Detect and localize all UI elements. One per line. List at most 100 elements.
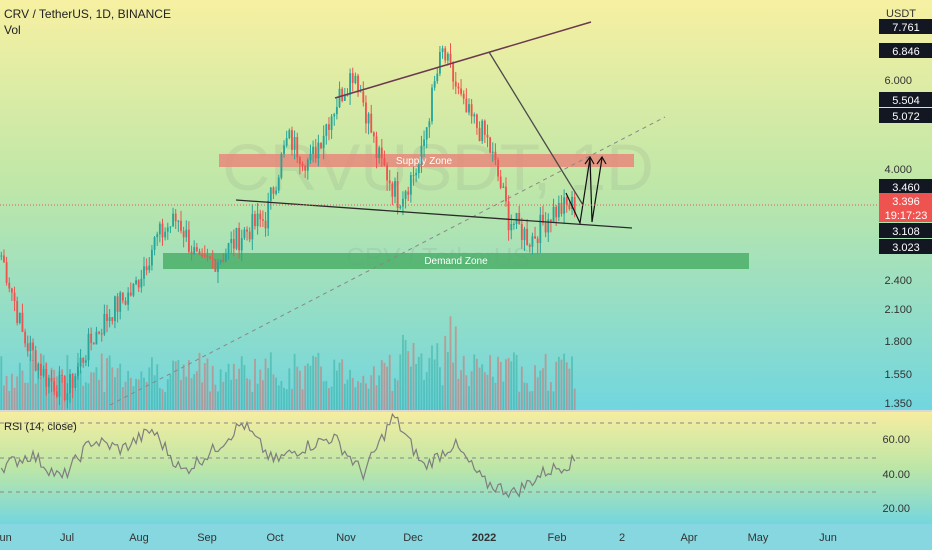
volume-bar bbox=[407, 351, 410, 410]
candle-body bbox=[235, 227, 238, 249]
volume-bar bbox=[441, 385, 444, 410]
volume-bar bbox=[433, 359, 436, 410]
neckline[interactable] bbox=[235, 199, 633, 229]
candle-body bbox=[37, 363, 40, 371]
candle-body bbox=[473, 114, 476, 117]
candle-body bbox=[283, 145, 285, 154]
volume-bar bbox=[449, 316, 452, 410]
volume-bar bbox=[520, 366, 523, 410]
volume-bar bbox=[486, 374, 489, 410]
volume-bar bbox=[140, 371, 143, 410]
candle-body bbox=[452, 62, 455, 82]
candle-body bbox=[24, 331, 27, 344]
candle-body bbox=[174, 213, 177, 222]
volume-bar bbox=[137, 379, 140, 410]
price-tick: 2.400 bbox=[884, 275, 912, 287]
candle-body bbox=[298, 157, 301, 165]
candle-body bbox=[288, 130, 291, 139]
candle-body bbox=[40, 363, 42, 376]
dashed-trend-line[interactable] bbox=[109, 116, 666, 406]
volume-bar bbox=[383, 362, 386, 410]
candle-body bbox=[195, 247, 198, 252]
candle-body bbox=[409, 175, 412, 195]
candle-body bbox=[333, 114, 336, 117]
volume-bar bbox=[544, 353, 547, 410]
volume-bar bbox=[515, 354, 518, 410]
rsi-label[interactable]: RSI (14, close) bbox=[4, 421, 77, 433]
volume-bar bbox=[198, 352, 201, 410]
volume-bar bbox=[402, 334, 404, 410]
candle-body bbox=[568, 204, 571, 209]
volume-bar bbox=[217, 391, 219, 410]
candle-body bbox=[386, 165, 389, 181]
volume-bar bbox=[132, 386, 135, 410]
candle-body bbox=[555, 206, 558, 218]
candle-body bbox=[269, 187, 272, 201]
volume-bar bbox=[386, 366, 389, 410]
candle-body bbox=[230, 239, 233, 244]
candle-body bbox=[557, 203, 560, 218]
candle-body bbox=[248, 231, 251, 240]
volume-bar bbox=[412, 342, 415, 410]
candle-body bbox=[177, 220, 180, 222]
candle-body bbox=[457, 86, 460, 89]
candle-body bbox=[320, 142, 322, 149]
descending-trend-line[interactable] bbox=[488, 51, 584, 206]
price-axis[interactable]: USDT 6.000 4.000 2.400 2.100 1.800 1.550… bbox=[884, 8, 916, 410]
candle-body bbox=[132, 283, 135, 296]
symbol-title[interactable]: CRV / TetherUS, 1D, BINANCE bbox=[4, 7, 171, 21]
volume-bar bbox=[211, 365, 214, 410]
volume-bar bbox=[232, 363, 235, 410]
candle-body bbox=[391, 183, 394, 197]
candle-body bbox=[116, 296, 119, 312]
volume-bar bbox=[259, 369, 262, 410]
candle-body bbox=[325, 124, 328, 136]
upper-trend-line[interactable] bbox=[334, 21, 592, 99]
time-axis[interactable]: Jun Jul Aug Sep Oct Nov Dec 2022 Feb 2 A… bbox=[0, 532, 837, 544]
volume-bar bbox=[193, 374, 196, 410]
volume-bar bbox=[338, 362, 341, 410]
candle-body bbox=[328, 124, 330, 130]
volume-bar bbox=[497, 356, 499, 410]
volume-bar bbox=[298, 370, 301, 410]
volume-bar bbox=[111, 367, 114, 410]
volume-bar bbox=[528, 391, 531, 410]
volume-bar bbox=[547, 390, 550, 410]
volume-bar bbox=[475, 358, 478, 410]
supply-zone[interactable] bbox=[219, 154, 634, 167]
candle-body bbox=[370, 113, 373, 133]
volume-bar bbox=[354, 387, 357, 410]
candle-body bbox=[291, 130, 293, 150]
price-badge bbox=[879, 92, 932, 107]
volume-bar bbox=[309, 365, 312, 410]
candle-body bbox=[439, 51, 441, 74]
volume-bar bbox=[82, 385, 85, 410]
rsi-axis[interactable]: 60.00 40.00 20.00 bbox=[882, 434, 910, 515]
candle-body bbox=[55, 391, 58, 397]
volume-label[interactable]: Vol bbox=[4, 23, 21, 37]
volume-bar bbox=[156, 364, 159, 410]
volume-bar bbox=[423, 379, 425, 410]
pane-separator[interactable] bbox=[0, 410, 932, 412]
rsi-tick: 20.00 bbox=[882, 503, 910, 515]
candle-body bbox=[243, 229, 246, 239]
candle-body bbox=[66, 393, 69, 401]
volume-bar bbox=[457, 379, 460, 410]
candle-body bbox=[209, 256, 211, 259]
candle-body bbox=[3, 255, 5, 263]
candle-body bbox=[341, 88, 344, 101]
volume-bar bbox=[151, 357, 153, 410]
time-tick: Jun bbox=[0, 532, 12, 544]
volume-bar bbox=[539, 370, 542, 410]
candle-body bbox=[77, 366, 79, 376]
demand-zone[interactable] bbox=[163, 253, 749, 269]
chart-legend: CRV / TetherUS, 1D, BINANCE Vol bbox=[4, 7, 171, 37]
volume-bar bbox=[571, 356, 573, 410]
volume-bar bbox=[100, 353, 103, 410]
volume-bar bbox=[182, 364, 185, 410]
candle-body bbox=[277, 177, 280, 191]
volume-bar bbox=[325, 380, 328, 410]
candle-body bbox=[394, 181, 396, 197]
volume-bar bbox=[95, 367, 98, 410]
